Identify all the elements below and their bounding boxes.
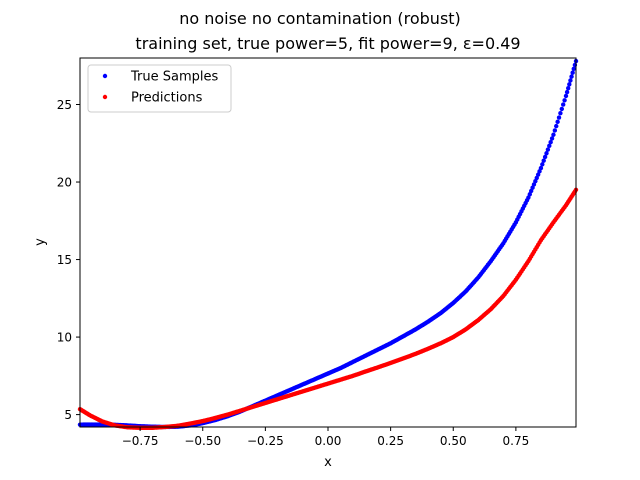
data-point	[541, 158, 546, 163]
y-axis-label: y	[33, 238, 48, 246]
chart-subtitle: training set, true power=5, fit power=9,…	[135, 34, 520, 53]
data-point	[562, 98, 567, 103]
legend-marker-true-samples	[102, 73, 108, 79]
data-point	[571, 66, 576, 72]
data-point	[552, 128, 558, 133]
data-point	[559, 106, 564, 112]
data-point	[547, 143, 552, 149]
data-point	[548, 139, 553, 145]
legend: True Samples Predictions	[87, 64, 232, 113]
data-point	[526, 195, 531, 200]
data-point	[549, 136, 555, 141]
y-tick-label: 10	[57, 331, 72, 345]
y-tick-label: 20	[57, 176, 72, 190]
y-tick-label: 15	[57, 253, 72, 267]
x-tick-label: 0.75	[503, 434, 530, 448]
data-point	[542, 154, 548, 160]
data-point	[538, 165, 544, 171]
data-point	[570, 70, 575, 75]
data-point	[567, 82, 572, 87]
data-point	[554, 123, 559, 129]
data-point	[563, 93, 569, 99]
data-point	[556, 115, 562, 120]
data-point	[544, 151, 549, 156]
legend-label-true-samples: True Samples	[130, 70, 218, 85]
data-point	[545, 147, 551, 152]
data-point	[558, 111, 563, 116]
data-point	[540, 162, 545, 167]
legend-marker-predictions	[102, 94, 108, 100]
legend-box	[87, 64, 232, 113]
data-point	[564, 89, 570, 95]
legend-label-predictions: Predictions	[131, 91, 203, 106]
data-point	[551, 132, 556, 137]
plot-area	[80, 58, 576, 427]
data-point	[555, 119, 560, 125]
x-axis-label: x	[324, 455, 332, 470]
x-axis: −0.75 −0.50 −0.25 0.00 0.25 0.50 0.75	[122, 427, 530, 448]
x-tick-label: −0.50	[184, 434, 221, 448]
y-tick-label: 25	[57, 98, 72, 112]
data-point	[561, 102, 566, 107]
x-tick-label: 0.25	[377, 434, 404, 448]
x-tick-label: −0.75	[122, 434, 159, 448]
x-tick-label: 0.50	[440, 434, 467, 448]
data-point	[568, 78, 573, 83]
y-axis: 5 10 15 20 25	[57, 98, 80, 422]
data-point	[569, 74, 574, 79]
y-tick-label: 5	[64, 408, 72, 422]
data-point	[566, 86, 571, 91]
chart-title: no noise no contamination (robust)	[179, 9, 461, 28]
x-tick-label: 0.00	[315, 434, 342, 448]
x-tick-label: −0.25	[247, 434, 284, 448]
